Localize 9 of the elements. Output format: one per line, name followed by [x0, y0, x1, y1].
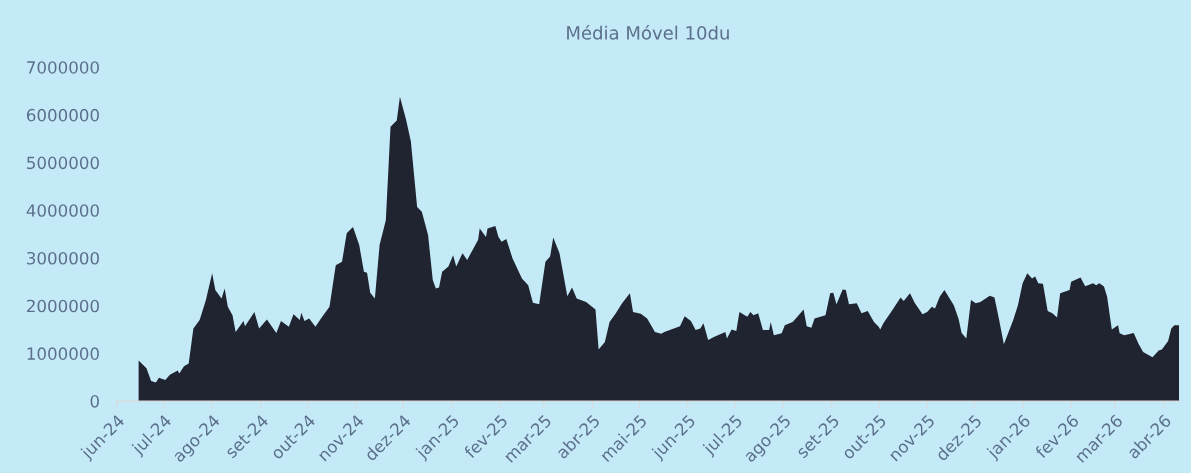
y-tick-label: 2000000 — [27, 299, 99, 313]
y-tick-label: 5000000 — [27, 156, 99, 170]
chart-title: Média Móvel 10du — [567, 24, 729, 40]
y-tick-label: 3000000 — [27, 251, 99, 265]
y-tick-label: 4000000 — [26, 204, 99, 217]
y-tick-label: 7000000 — [27, 61, 99, 74]
y-tick-label: 0 — [90, 395, 99, 408]
y-tick-label: 6000000 — [26, 108, 99, 122]
y-tick-label: 1000000 — [27, 347, 99, 360]
